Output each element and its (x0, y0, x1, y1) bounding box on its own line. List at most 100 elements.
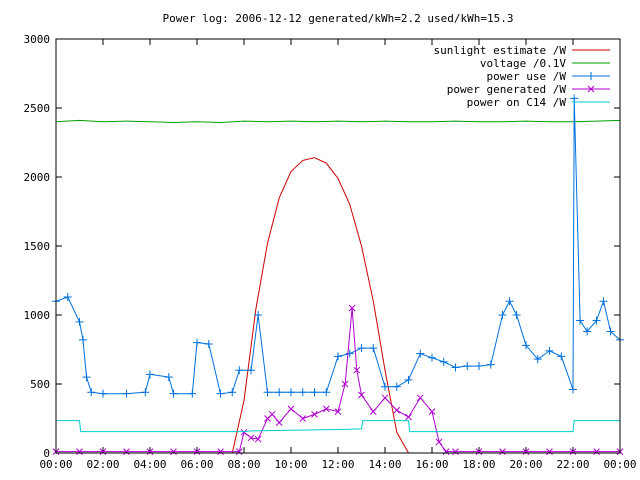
data-point (334, 408, 342, 415)
data-point (275, 419, 283, 426)
y-tick-label: 2000 (24, 171, 51, 184)
data-point (76, 448, 83, 455)
data-point (193, 338, 201, 347)
y-tick-label: 3000 (24, 33, 51, 46)
data-point (79, 335, 88, 344)
series-0 (231, 157, 409, 454)
data-point (188, 389, 197, 398)
data-point (606, 327, 615, 336)
data-point (475, 362, 483, 371)
data-point (522, 448, 530, 455)
data-point (357, 344, 366, 353)
data-point (393, 406, 401, 414)
data-point (428, 408, 436, 415)
data-point (392, 382, 401, 391)
data-point (570, 94, 579, 103)
data-point (122, 389, 131, 398)
legend-marker (587, 72, 595, 80)
data-point (228, 388, 237, 397)
data-point (592, 316, 601, 325)
data-point (235, 448, 243, 455)
series-line (56, 308, 620, 453)
x-tick-label: 06:00 (180, 458, 213, 471)
data-point (254, 311, 263, 319)
data-point (268, 411, 276, 418)
data-point (381, 382, 389, 391)
data-point (348, 304, 356, 312)
x-tick-label: 12:00 (321, 458, 354, 471)
data-point (486, 360, 495, 369)
data-point (334, 352, 342, 361)
data-point (463, 362, 472, 371)
data-point (298, 388, 307, 397)
data-point (546, 448, 553, 455)
legend-marker (587, 85, 595, 93)
data-point (310, 388, 319, 397)
data-point (405, 413, 412, 421)
data-point (311, 411, 318, 418)
y-tick-label: 1500 (24, 240, 51, 253)
data-point (499, 448, 506, 455)
data-point (63, 293, 72, 302)
x-tick-label: 14:00 (368, 458, 401, 471)
data-point (169, 389, 178, 398)
legend-label: power use /W (487, 70, 567, 83)
data-point (170, 448, 177, 455)
data-point (87, 388, 96, 397)
data-point (287, 405, 295, 413)
data-point (240, 428, 248, 436)
data-point (475, 448, 483, 455)
y-tick-label: 0 (43, 447, 50, 460)
legend-label: voltage /0.1V (480, 57, 566, 70)
data-point (593, 448, 600, 455)
data-point (146, 370, 154, 379)
data-point (451, 363, 460, 372)
data-point (247, 366, 256, 375)
data-point (545, 346, 554, 355)
x-tick-label: 00:00 (39, 458, 72, 471)
data-point (353, 366, 361, 374)
chart-title: Power log: 2006-12-12 generated/kWh=2.2 … (163, 12, 514, 25)
data-point (505, 297, 514, 306)
data-point (557, 352, 566, 361)
data-point (416, 349, 425, 358)
data-point (345, 349, 354, 358)
series-line (56, 420, 620, 433)
series-1 (55, 119, 621, 124)
data-point (512, 311, 521, 319)
series-4 (56, 420, 620, 433)
x-tick-label: 00:00 (603, 458, 636, 471)
data-point (428, 353, 436, 362)
series-3 (52, 304, 624, 455)
data-point (75, 317, 84, 326)
series-line (55, 119, 621, 124)
data-point (533, 355, 542, 364)
data-point (99, 448, 107, 455)
data-point (193, 448, 201, 455)
data-point (358, 391, 365, 399)
axis-ticks: 0 500 1000 1500 2000 2500 3000 00:00 02:00 04:00 0… (24, 33, 637, 471)
data-point (341, 380, 349, 388)
data-point (498, 311, 507, 319)
x-tick-label: 02:00 (86, 458, 119, 471)
data-point (369, 408, 377, 415)
data-point (569, 448, 577, 455)
data-point (599, 297, 608, 306)
data-point (82, 373, 91, 382)
plot-frame (55, 38, 621, 454)
data-point (452, 448, 459, 455)
data-point (254, 435, 262, 443)
series-line (231, 157, 409, 454)
data-point (435, 438, 443, 446)
data-point (164, 373, 173, 382)
x-tick-label: 10:00 (274, 458, 307, 471)
data-point (576, 316, 585, 325)
data-point (322, 405, 330, 413)
legend-label: power on C14 /W (467, 96, 567, 109)
x-tick-label: 08:00 (227, 458, 260, 471)
data-point (146, 448, 154, 455)
data-point (522, 341, 530, 350)
x-tick-label: 20:00 (509, 458, 542, 471)
